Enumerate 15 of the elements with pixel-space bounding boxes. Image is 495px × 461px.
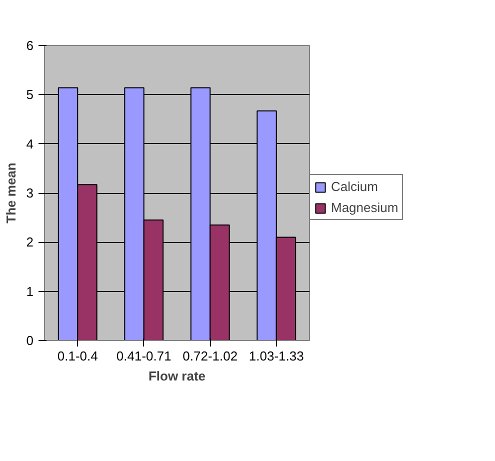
x-tick-label: 0.41-0.71: [116, 348, 172, 364]
x-tick-label: 0.1-0.4: [57, 348, 98, 364]
y-tick-label: 5: [26, 87, 34, 102]
x-tick-label: 1.03-1.33: [248, 348, 304, 364]
y-tick-label: 0: [26, 333, 34, 348]
x-axis-title: Flow rate: [148, 368, 206, 384]
y-tick-label: 2: [26, 234, 34, 250]
x-tick-label: 0.72-1.02: [182, 348, 238, 364]
y-tick-label: 3: [26, 186, 34, 200]
legend-label: Calcium: [331, 179, 378, 194]
legend-label: Magnesium: [331, 200, 398, 215]
y-tick-label: 4: [26, 136, 34, 152]
y-axis-title: The mean: [3, 162, 18, 224]
y-tick-label: 6: [26, 38, 34, 53]
y-tick-label: 1: [26, 284, 34, 299]
